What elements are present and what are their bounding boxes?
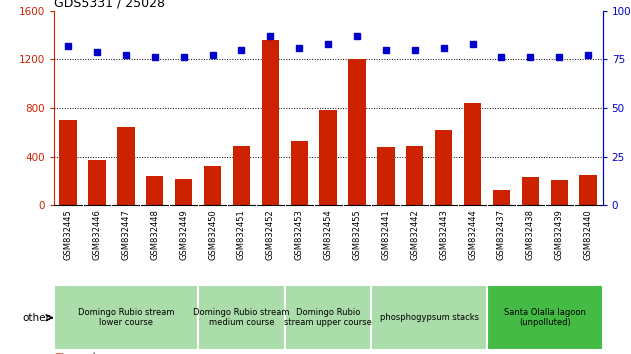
Text: %: % [630, 0, 631, 8]
Text: GSM832446: GSM832446 [93, 209, 102, 260]
Text: phosphogypsum stacks: phosphogypsum stacks [380, 313, 479, 322]
Bar [117, 127, 134, 205]
Text: other: other [23, 313, 50, 323]
Text: GSM832455: GSM832455 [353, 209, 362, 260]
Bar [579, 175, 597, 205]
Bar [198, 285, 285, 350]
Bar [59, 120, 77, 205]
Text: Domingo Rubio
stream upper course: Domingo Rubio stream upper course [284, 308, 372, 327]
Text: GSM832445: GSM832445 [64, 209, 73, 260]
Text: GSM832441: GSM832441 [381, 209, 391, 260]
Bar [54, 285, 198, 350]
Bar [88, 160, 105, 205]
Text: Domingo Rubio stream
lower course: Domingo Rubio stream lower course [78, 308, 174, 327]
Bar [146, 176, 163, 205]
Text: GSM832453: GSM832453 [295, 209, 304, 260]
Text: GSM832444: GSM832444 [468, 209, 477, 260]
Text: Domingo Rubio stream
medium course: Domingo Rubio stream medium course [193, 308, 290, 327]
Bar [493, 189, 510, 205]
Bar [262, 40, 279, 205]
Text: ■: ■ [54, 352, 63, 354]
Text: GSM832452: GSM832452 [266, 209, 275, 260]
Bar [204, 166, 221, 205]
Bar [233, 146, 250, 205]
Bar [319, 110, 337, 205]
Text: GSM832447: GSM832447 [121, 209, 131, 260]
Bar [487, 285, 603, 350]
Text: GDS5331 / 25028: GDS5331 / 25028 [54, 0, 165, 10]
Bar [551, 180, 568, 205]
Bar [435, 130, 452, 205]
Text: GSM832437: GSM832437 [497, 209, 506, 260]
Text: GSM832454: GSM832454 [324, 209, 333, 260]
Bar [464, 103, 481, 205]
Bar [285, 285, 372, 350]
Text: GSM832450: GSM832450 [208, 209, 217, 260]
Bar [522, 177, 539, 205]
Text: GSM832443: GSM832443 [439, 209, 448, 260]
Text: GSM832449: GSM832449 [179, 209, 188, 260]
Text: Santa Olalla lagoon
(unpolluted): Santa Olalla lagoon (unpolluted) [504, 308, 586, 327]
Bar [377, 147, 394, 205]
Text: GSM832448: GSM832448 [150, 209, 159, 260]
Bar [406, 146, 423, 205]
Text: GSM832439: GSM832439 [555, 209, 563, 260]
Bar [290, 141, 308, 205]
Text: GSM832438: GSM832438 [526, 209, 535, 260]
Bar [348, 59, 366, 205]
Text: GSM832442: GSM832442 [410, 209, 419, 260]
Text: GSM832440: GSM832440 [584, 209, 593, 260]
Text: GSM832451: GSM832451 [237, 209, 246, 260]
Bar [372, 285, 487, 350]
Text: count: count [69, 352, 97, 354]
Bar [175, 178, 192, 205]
